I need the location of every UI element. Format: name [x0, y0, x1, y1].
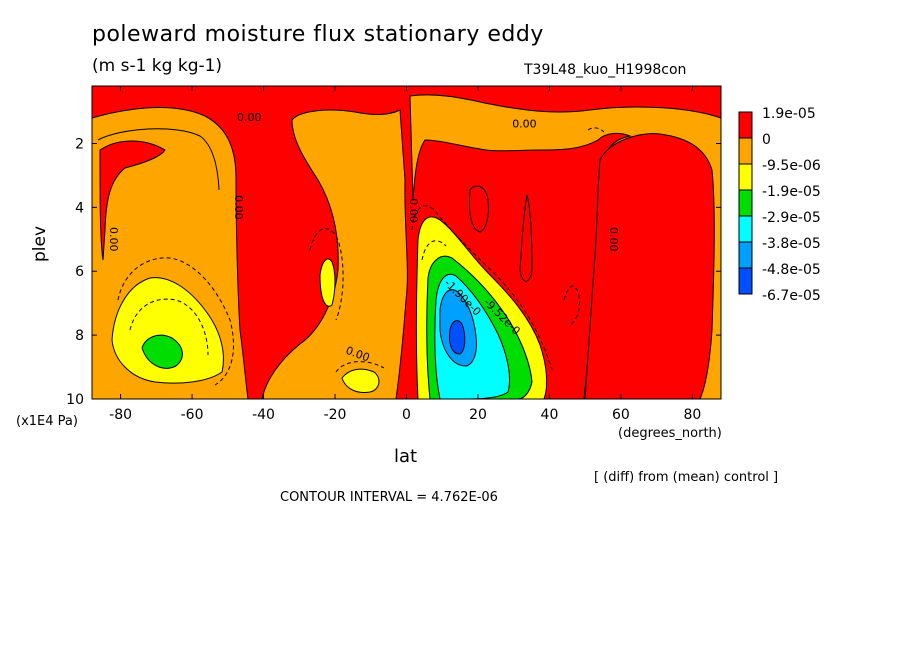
legend-swatch-last: [738, 267, 753, 295]
field-green-south: [141, 334, 183, 369]
color-legend: 1.9e-05 0 -9.5e-06 -1.9e-05 -2.9e-05 -3.8e-05…: [738, 106, 821, 304]
legend-swatch: [738, 163, 753, 191]
x-tick-label: 0: [402, 407, 411, 423]
x-axis-label: lat: [394, 446, 418, 467]
y-tick-label: 6: [75, 264, 84, 280]
legend-swatch: [738, 241, 753, 269]
negative-contours: [117, 127, 605, 386]
legend-label: -3.8e-05: [762, 236, 821, 252]
contour-label: 0.00: [237, 111, 262, 124]
legend-label: -4.8e-05: [762, 262, 821, 278]
filled-contours: [92, 86, 721, 399]
x-axis-unit: (degrees_north): [618, 426, 722, 441]
field-yellow-south: [111, 277, 224, 384]
contour-label: 0.00: [407, 198, 420, 223]
y-axis-unit: (x1E4 Pa): [16, 414, 78, 429]
field-yellow-equator-s2: [341, 368, 380, 393]
field-red-north-tongue: [519, 194, 533, 282]
legend-swatch: [738, 215, 753, 243]
field-orange-equator: [261, 109, 408, 399]
field-red-north-small: [469, 185, 489, 233]
legend-label: -9.5e-06: [762, 158, 821, 174]
x-tick-label: -20: [324, 407, 347, 423]
x-tick-label: 60: [612, 407, 630, 423]
contour-label: 0.00: [607, 227, 620, 252]
field-yellow-equator-s: [319, 258, 336, 307]
contour-label: 0.00: [512, 118, 537, 131]
x-tick-label: 40: [541, 407, 559, 423]
x-axis-ticks: -80 -60 -40 -20 0 20 40 60 80: [109, 86, 701, 423]
y-tick-label: 10: [66, 392, 84, 408]
x-tick-label: 20: [469, 407, 487, 423]
y-axis-ticks: 2 4 6 8 10: [66, 136, 721, 408]
run-label: T39L48_kuo_H1998con: [524, 62, 687, 78]
y-tick-label: 2: [75, 136, 84, 152]
diff-note: [ (diff) from (mean) control ]: [594, 470, 779, 485]
field-red-south-core: [99, 140, 166, 261]
x-tick-label: -40: [252, 407, 275, 423]
legend-label: 0: [762, 132, 771, 148]
x-tick-label: -60: [181, 407, 204, 423]
field-red-north-core: [584, 133, 715, 399]
y-tick-label: 4: [75, 200, 84, 216]
y-tick-label: 8: [75, 328, 84, 344]
contour-label: 0.00: [107, 227, 120, 252]
field-darkblue-north: [449, 320, 466, 355]
units-label: (m s-1 kg kg-1): [92, 56, 223, 76]
legend-label: -2.9e-05: [762, 210, 821, 226]
legend-label: -6.7e-05: [762, 288, 821, 304]
legend-swatch: [738, 111, 753, 139]
contour-label: 0.00: [232, 195, 245, 220]
legend-label: 1.9e-05: [762, 106, 816, 122]
chart-title: poleward moisture flux stationary eddy: [92, 22, 544, 47]
legend-label: -1.9e-05: [762, 184, 821, 200]
legend-swatch: [738, 189, 753, 217]
x-tick-label: 80: [683, 407, 701, 423]
x-tick-label: -80: [109, 407, 132, 423]
legend-swatch: [738, 137, 753, 165]
contour-interval: CONTOUR INTERVAL = 4.762E-06: [280, 490, 498, 505]
